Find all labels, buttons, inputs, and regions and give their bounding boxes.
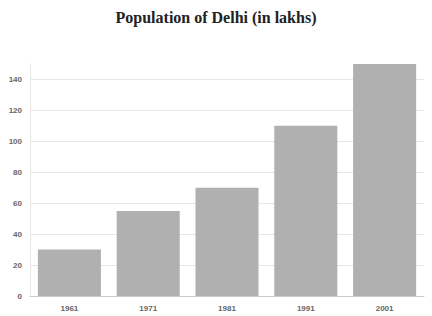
svg-text:Population of Delhi (in lakhs): Population of Delhi (in lakhs) <box>116 9 317 27</box>
svg-text:120: 120 <box>9 106 23 115</box>
svg-text:20: 20 <box>13 261 22 270</box>
svg-text:60: 60 <box>13 199 22 208</box>
svg-text:1971: 1971 <box>139 304 157 313</box>
svg-text:0: 0 <box>18 292 23 301</box>
svg-text:1981: 1981 <box>218 304 236 313</box>
svg-text:2001: 2001 <box>376 304 394 313</box>
svg-text:80: 80 <box>13 168 22 177</box>
svg-text:140: 140 <box>9 75 23 84</box>
svg-text:100: 100 <box>9 137 23 146</box>
svg-text:1961: 1961 <box>61 304 79 313</box>
svg-text:40: 40 <box>13 230 22 239</box>
svg-text:1991: 1991 <box>297 304 315 313</box>
